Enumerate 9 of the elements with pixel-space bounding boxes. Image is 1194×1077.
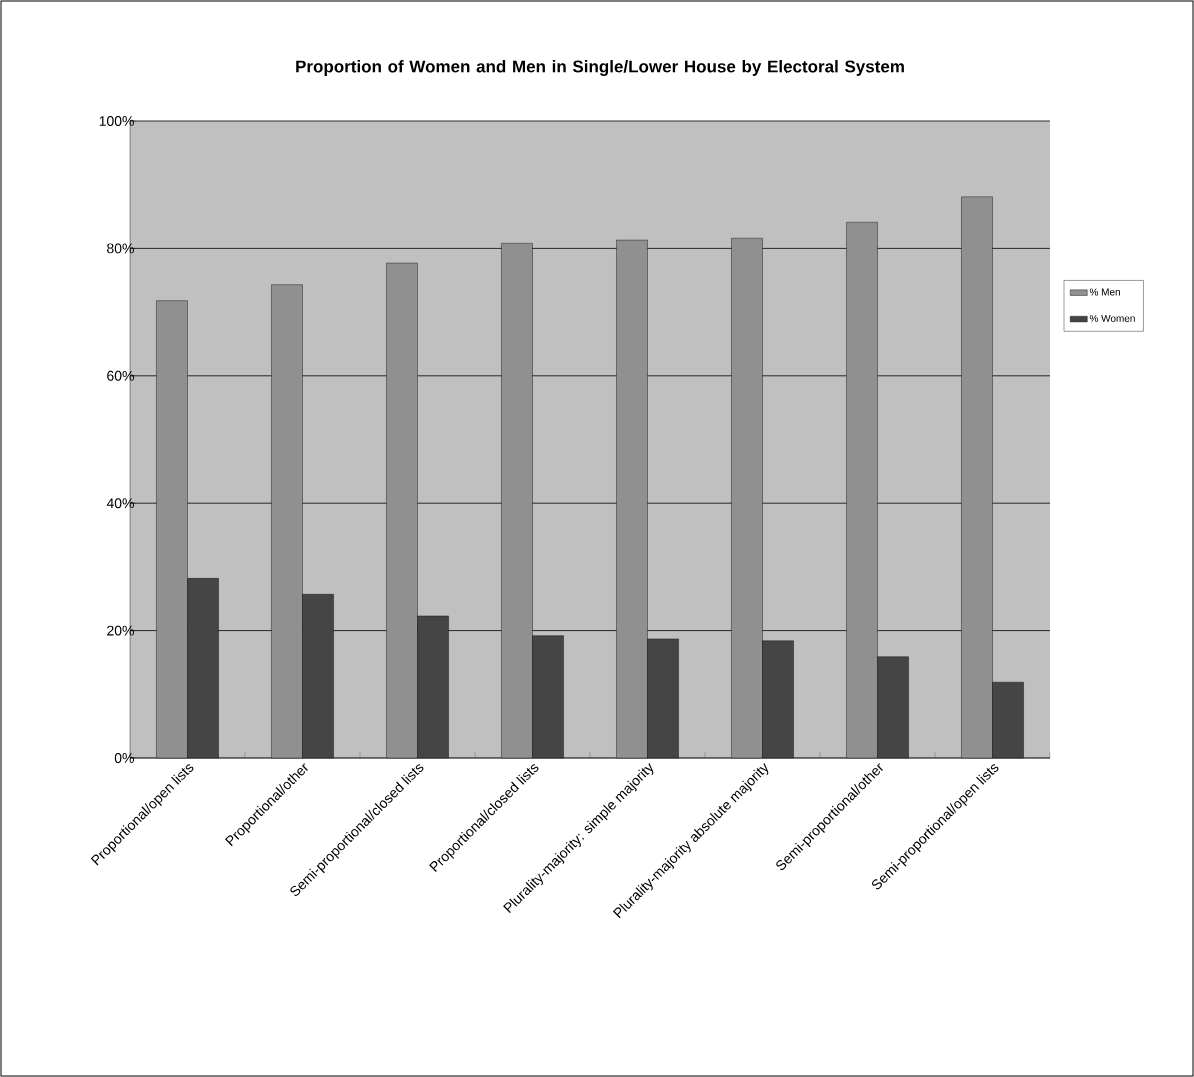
chart-title: Proportion of Women and Men in Single/Lower House by Electoral System xyxy=(296,60,904,76)
legend-label: % Men xyxy=(1089,288,1120,296)
y-tick-label: 80% xyxy=(107,243,134,254)
legend-label: % Women xyxy=(1089,314,1135,322)
y-tick-label: 40% xyxy=(106,498,134,509)
y-tick-label: 100% xyxy=(99,116,134,126)
y-tick-label: 20% xyxy=(107,625,134,636)
y-tick-label: 60% xyxy=(107,370,134,381)
y-tick-label: 0% xyxy=(114,753,134,763)
